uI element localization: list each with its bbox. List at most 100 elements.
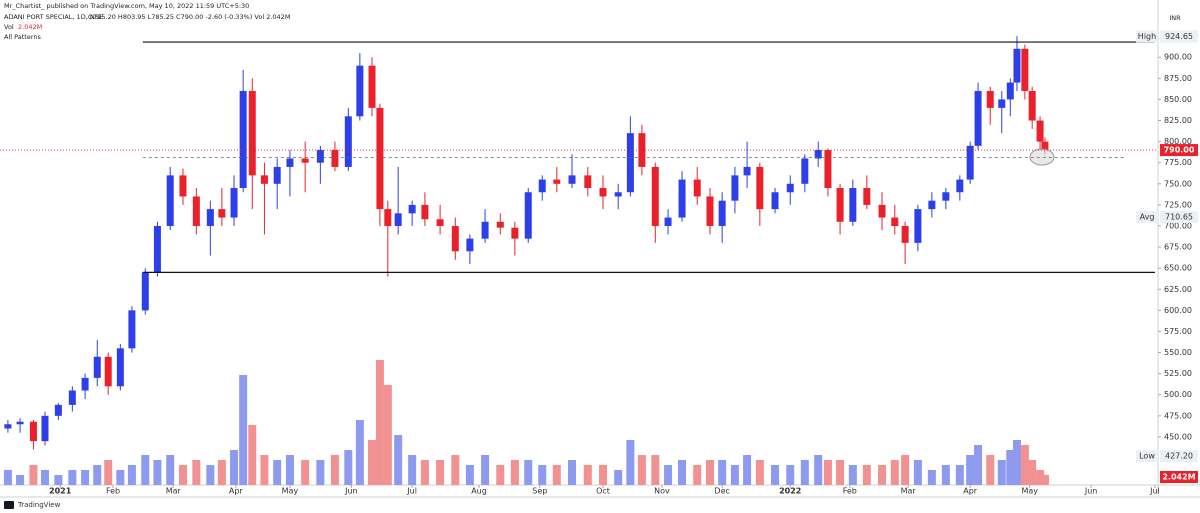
x-tick-label: Nov (654, 487, 670, 496)
volume-bar (408, 455, 417, 485)
volume-bar (301, 460, 310, 485)
volume-bar (1036, 470, 1045, 485)
x-tick-label: May (282, 487, 299, 496)
x-tick-label: Oct (596, 487, 610, 496)
volume-bar (901, 455, 910, 485)
volume-bar (465, 465, 474, 485)
candle-body (41, 415, 49, 442)
y-tick-label: 875.00 (1164, 74, 1192, 83)
candle-body (801, 158, 809, 184)
marker-name: High (1138, 32, 1156, 41)
marker-value: 924.65 (1165, 32, 1193, 41)
ohlc-legend: O795.20 H803.95 L785.25 C790.00 -2.60 (-… (88, 13, 290, 21)
volume-bar (1012, 440, 1021, 485)
volume-bar (823, 460, 832, 485)
candle-body (192, 196, 200, 226)
volume-bar (355, 420, 364, 485)
candle-body (81, 377, 89, 391)
last-price-box (1160, 144, 1198, 157)
y-tick-label: 900.00 (1164, 53, 1192, 62)
volume-bar (848, 465, 857, 485)
candle-body (956, 179, 964, 193)
candle-body (260, 175, 268, 184)
attribution: Mr_Chartist_ published on TradingView.co… (4, 2, 249, 10)
volume-bar (955, 465, 964, 485)
brand-logo (4, 501, 14, 509)
volume-bar (116, 470, 125, 485)
candle-body (824, 150, 832, 189)
volume-bar (248, 425, 257, 485)
candle-body (496, 221, 504, 228)
candle-body (344, 116, 352, 167)
x-tick-label: Feb (106, 487, 120, 496)
candle-body (239, 90, 247, 189)
marker-label-box (1160, 211, 1198, 224)
candle-body (638, 133, 646, 167)
marker-name-box (1136, 450, 1158, 463)
volume-bar (510, 460, 519, 485)
candle-body (116, 348, 124, 387)
brand: TradingView (17, 501, 61, 509)
volume-bar (166, 455, 175, 485)
volume-bar (285, 455, 294, 485)
volume-bar (718, 460, 727, 485)
x-tick-label: Jul (1149, 487, 1160, 496)
candle-body (786, 183, 794, 193)
candle-body (914, 209, 922, 243)
marker-name-box (1136, 30, 1158, 43)
candle-body (756, 166, 764, 210)
x-tick-label: Mar (166, 487, 182, 496)
volume-bar (913, 460, 922, 485)
y-tick-label: 575.00 (1164, 327, 1192, 336)
candle-body (376, 107, 384, 210)
x-tick-label: Mar (901, 487, 917, 496)
candle-body (1013, 48, 1021, 83)
volume-bar (54, 475, 63, 485)
candle-body (693, 179, 701, 197)
volume-bar (678, 460, 687, 485)
candle-body (706, 196, 714, 226)
volume-bar (153, 460, 162, 485)
candle-body (316, 150, 324, 163)
volume-bar (637, 455, 646, 485)
candle-body (614, 192, 622, 197)
x-tick-label: Apr (963, 487, 978, 496)
volume-bar (141, 455, 150, 485)
candle-body (1006, 82, 1014, 100)
volume-bar (614, 470, 623, 485)
y-tick-label: 625.00 (1164, 285, 1192, 294)
y-tick-label: 700.00 (1164, 221, 1192, 230)
highlight-circle (1029, 148, 1055, 166)
candle-body (436, 219, 444, 226)
marker-name: Low (1139, 452, 1155, 461)
x-tick-label: Sep (532, 487, 547, 496)
volume-bar (966, 455, 975, 485)
volume-bar (755, 460, 764, 485)
volume-bar (481, 455, 490, 485)
candle-body (651, 166, 659, 226)
y-tick-label: 450.00 (1164, 432, 1192, 441)
candle-body (166, 175, 174, 226)
candle-body (1021, 48, 1029, 91)
candle-body (179, 175, 187, 197)
volume-bar (862, 465, 871, 485)
candle-body (248, 90, 256, 176)
volume-bar (217, 460, 226, 485)
marker-name-box (1136, 211, 1158, 224)
candle-body (966, 145, 974, 180)
y-tick-label: 600.00 (1164, 306, 1192, 315)
candle-body (301, 158, 309, 163)
candle-body (626, 133, 634, 193)
volume-bar (583, 465, 592, 485)
x-tick-label: Feb (843, 487, 857, 496)
candle-body (584, 175, 592, 189)
y-tick-label: 650.00 (1164, 264, 1192, 273)
candle-body (331, 150, 339, 167)
y-tick-label: 725.00 (1164, 200, 1192, 209)
candle-body (878, 204, 886, 218)
volume-bar (104, 460, 113, 485)
volume-bar (206, 465, 215, 485)
x-tick-label: Dec (714, 487, 729, 496)
volume-bar (344, 450, 353, 485)
candle-body (104, 356, 112, 387)
